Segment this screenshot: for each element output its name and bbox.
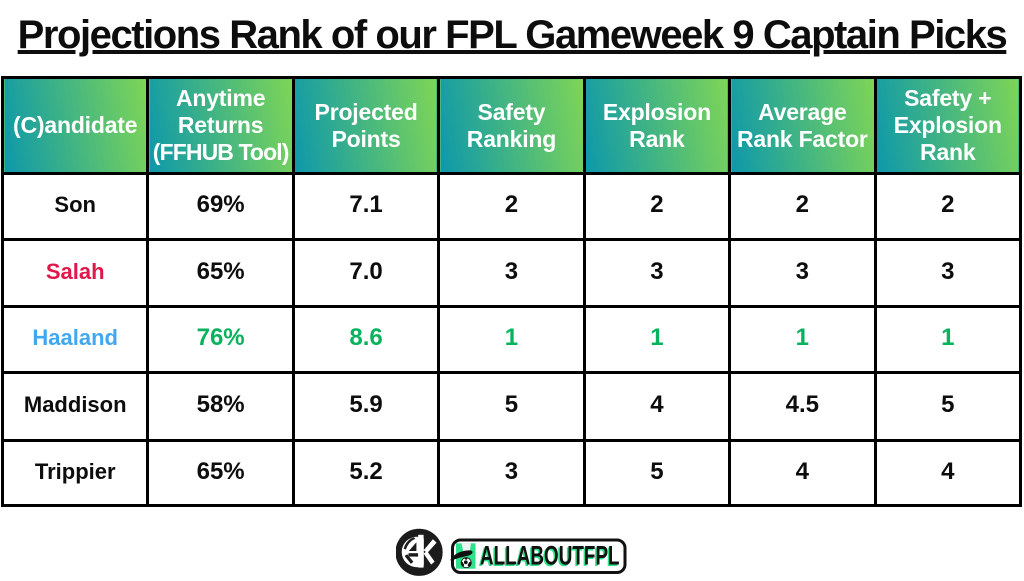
svg-text:ALLABOUTFPL: ALLABOUTFPL bbox=[480, 540, 620, 570]
svg-text:ALLABOUTFPL: ALLABOUTFPL bbox=[478, 541, 618, 571]
